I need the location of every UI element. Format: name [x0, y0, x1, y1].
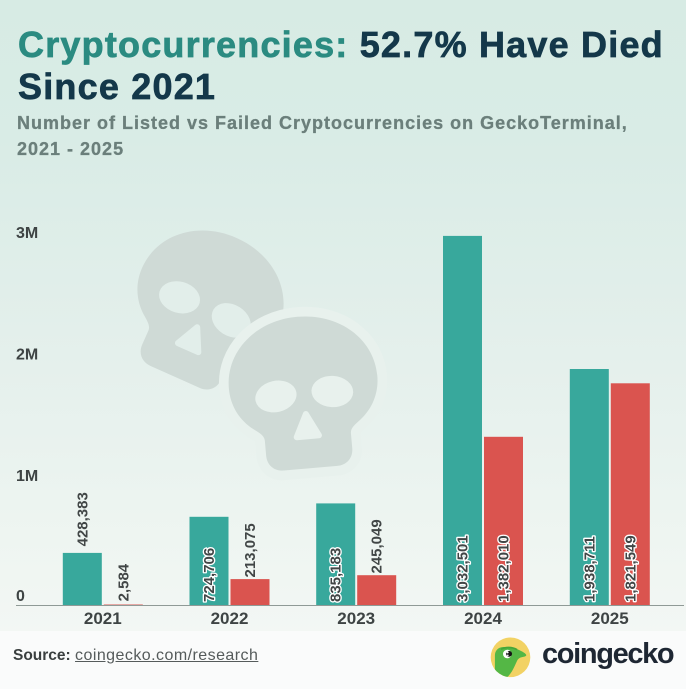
svg-text:2025: 2025 — [591, 609, 629, 628]
svg-text:3M: 3M — [16, 225, 38, 242]
svg-text:2023: 2023 — [337, 609, 375, 628]
svg-text:245,049: 245,049 — [369, 519, 386, 573]
svg-text:1M: 1M — [16, 468, 38, 485]
svg-text:2024: 2024 — [464, 609, 502, 628]
svg-text:2022: 2022 — [211, 609, 249, 628]
svg-text:2M: 2M — [16, 347, 38, 364]
svg-text:724,706: 724,706 — [201, 548, 218, 602]
svg-text:835,183: 835,183 — [328, 548, 345, 602]
svg-text:428,383: 428,383 — [74, 492, 91, 546]
svg-text:1,938,711: 1,938,711 — [581, 536, 598, 602]
svg-text:0: 0 — [16, 588, 25, 605]
svg-text:1,382,010: 1,382,010 — [496, 535, 513, 602]
svg-text:1,821,549: 1,821,549 — [622, 535, 639, 602]
svg-text:2021: 2021 — [84, 609, 122, 628]
svg-text:3,032,501: 3,032,501 — [455, 535, 472, 602]
svg-text:213,075: 213,075 — [242, 523, 259, 577]
svg-text:2,584: 2,584 — [115, 563, 132, 601]
